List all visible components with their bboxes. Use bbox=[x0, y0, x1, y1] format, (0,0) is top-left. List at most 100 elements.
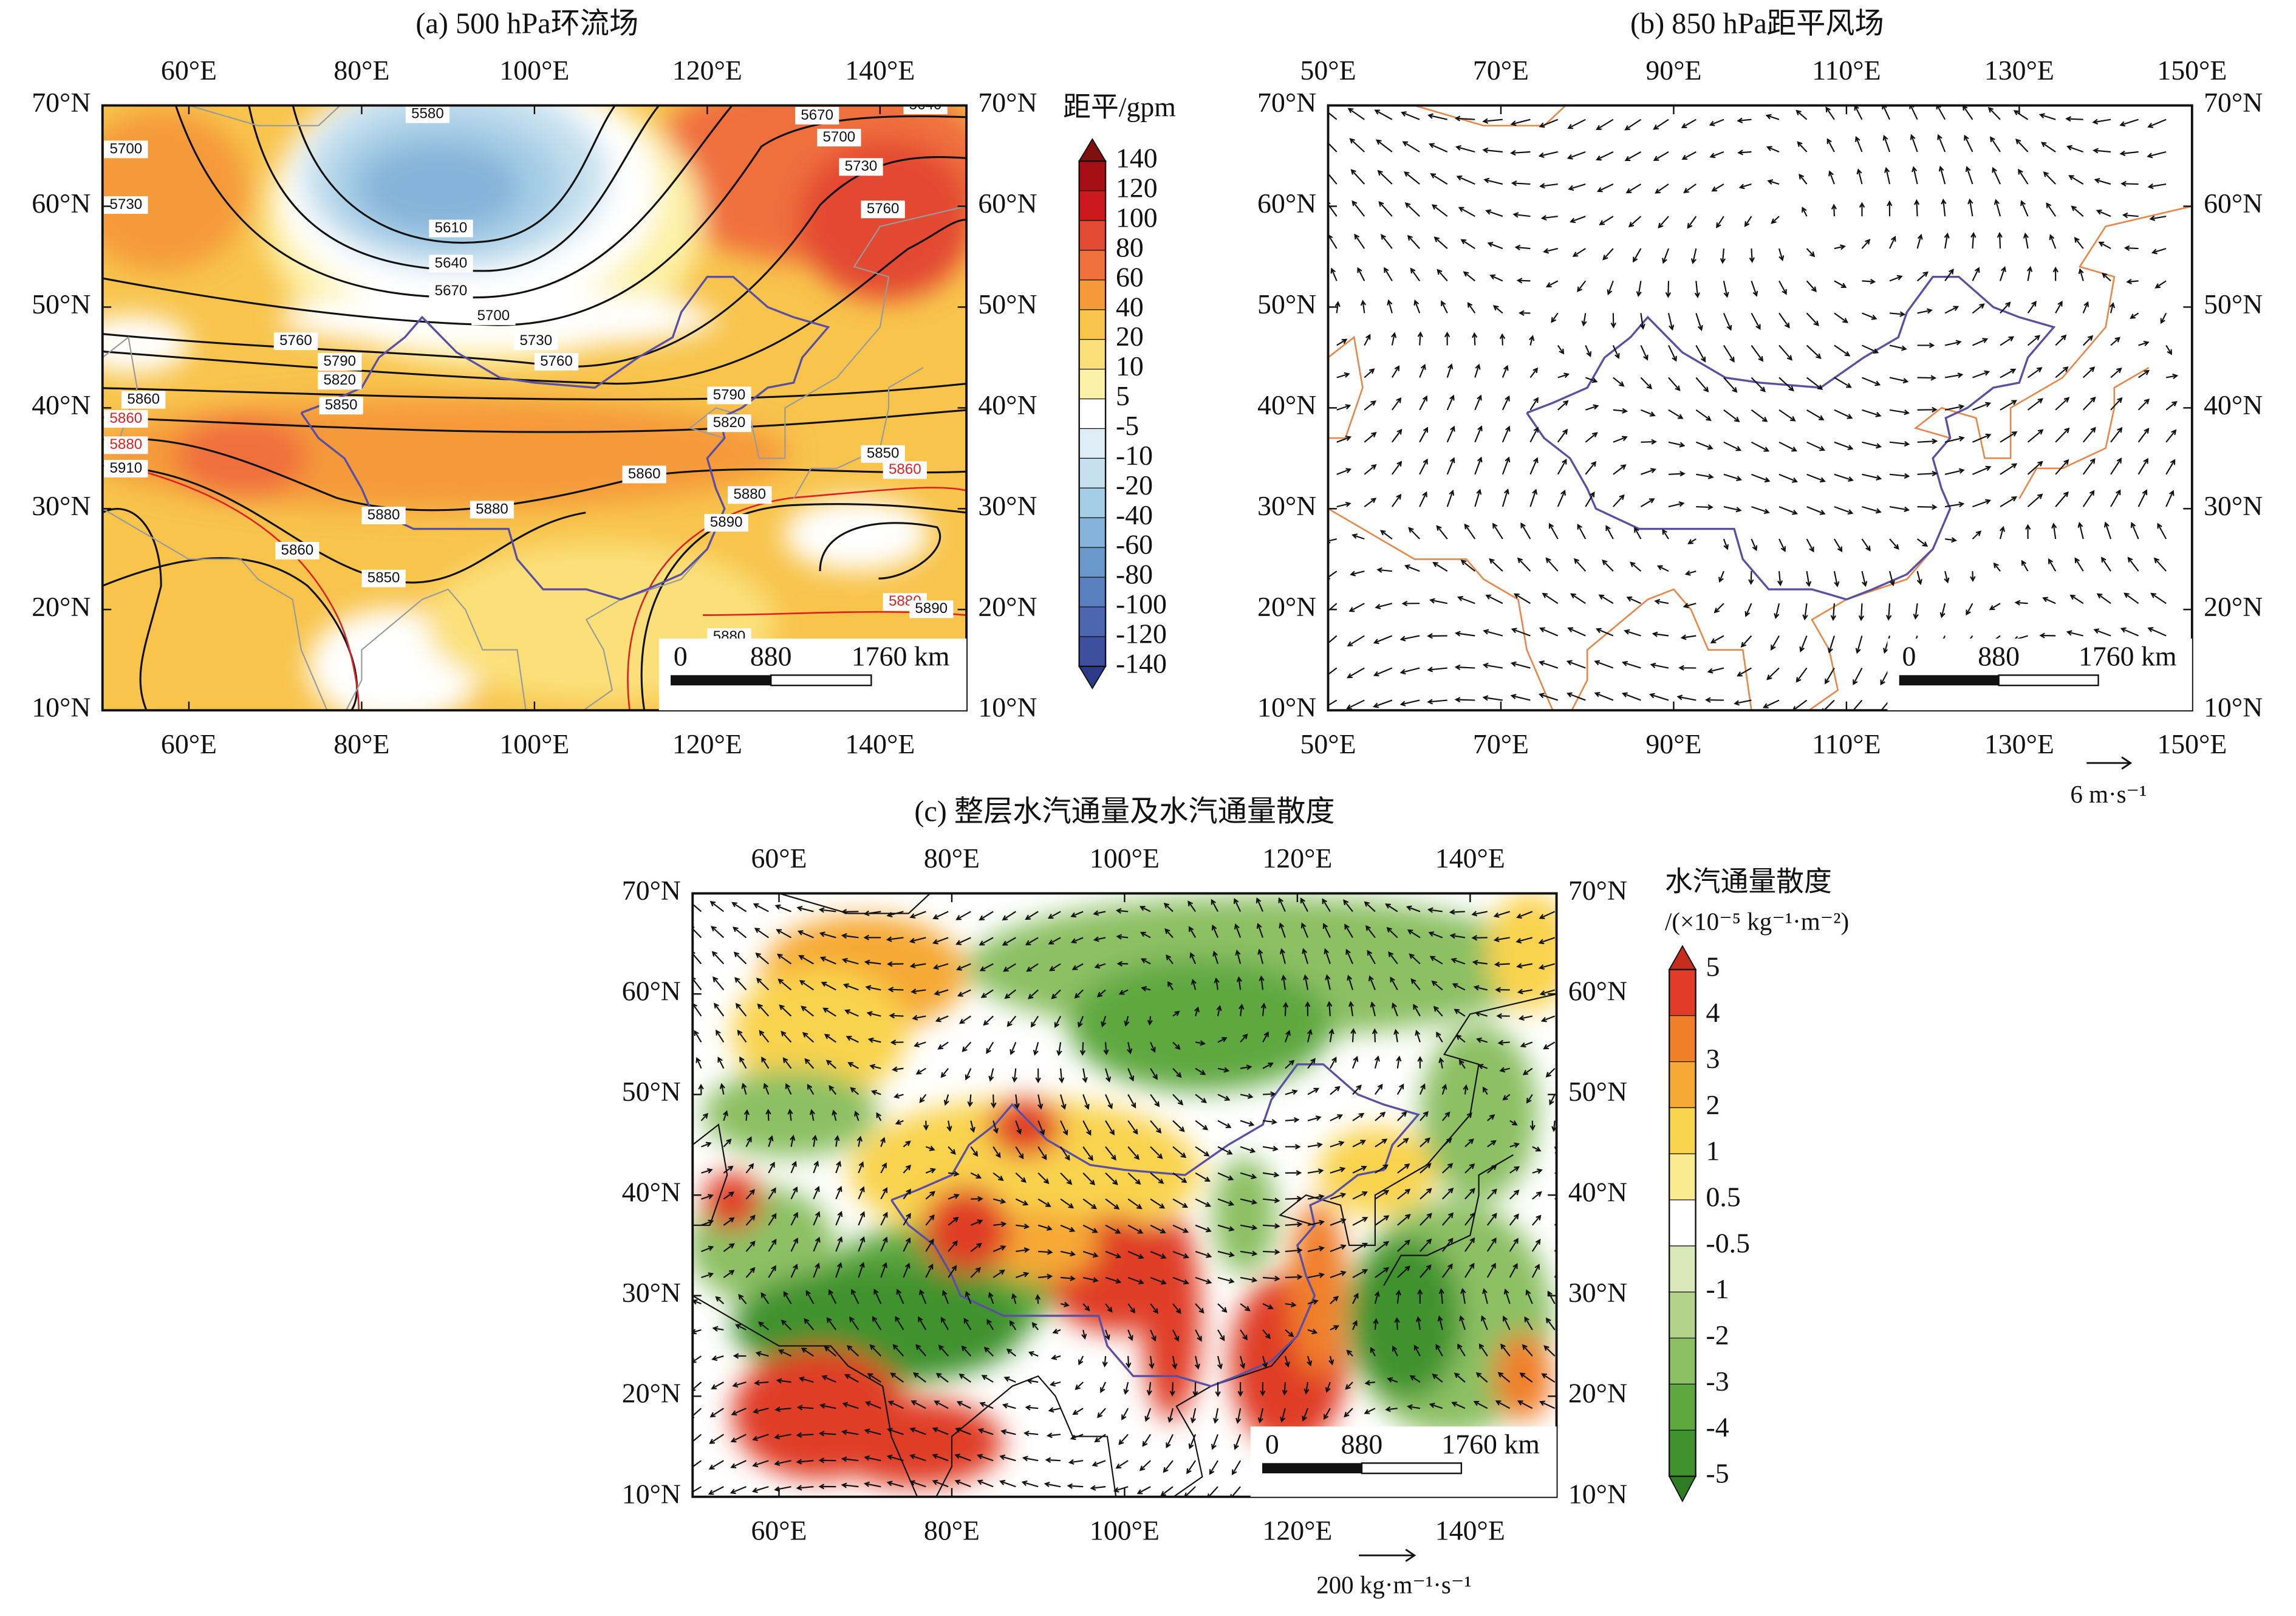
wind-vector bbox=[2092, 118, 2111, 125]
wind-vector bbox=[1262, 1118, 1277, 1125]
wind-vector bbox=[1972, 303, 1985, 314]
wind-vector bbox=[692, 901, 702, 912]
wind-vector bbox=[1888, 570, 1895, 587]
wind-vector bbox=[1709, 151, 1724, 159]
wind-vector bbox=[979, 911, 994, 921]
wind-vector bbox=[1574, 558, 1587, 572]
wind-vector bbox=[1771, 635, 1780, 651]
wind-vector bbox=[1281, 974, 1287, 990]
wind-vector bbox=[712, 976, 725, 991]
contour-label: 5700 bbox=[477, 307, 510, 324]
wind-vector bbox=[1827, 635, 1835, 654]
wind-vector bbox=[886, 911, 904, 918]
wind-vector bbox=[701, 1194, 714, 1200]
wind-vector bbox=[1532, 1168, 1543, 1174]
lon-tick-label: 150°E bbox=[2157, 728, 2227, 759]
wind-vector bbox=[1449, 909, 1465, 915]
wind-vector bbox=[1035, 1068, 1041, 1084]
wind-vector bbox=[2027, 398, 2044, 411]
reference-vector-label: 200 kg·m⁻¹·s⁻¹ bbox=[1316, 1571, 1472, 1599]
reference-vector bbox=[2086, 756, 2133, 770]
lon-tick-label: 130°E bbox=[1984, 55, 2054, 86]
wind-vector bbox=[2110, 302, 2116, 313]
wind-vector bbox=[1188, 926, 1197, 938]
panel-title: (b) 850 hPa距平风场 bbox=[1630, 7, 1884, 39]
wind-vector bbox=[1471, 332, 1478, 346]
wind-vector bbox=[2055, 459, 2069, 475]
wind-vector bbox=[1831, 204, 1837, 217]
wind-vector bbox=[1778, 312, 1790, 329]
wind-vector bbox=[1624, 151, 1641, 162]
wind-vector bbox=[1262, 1146, 1279, 1152]
wind-vector bbox=[1038, 1273, 1053, 1279]
wind-vector bbox=[716, 1029, 725, 1043]
wind-vector bbox=[932, 1427, 949, 1436]
wind-vector bbox=[818, 1484, 836, 1490]
wind-vector bbox=[1428, 931, 1443, 939]
wind-vector bbox=[1487, 1188, 1497, 1200]
wind-vector bbox=[1989, 603, 2001, 611]
wind-vector bbox=[1307, 1029, 1313, 1043]
wind-vector bbox=[759, 1030, 770, 1043]
wind-vector bbox=[818, 1457, 836, 1464]
wind-vector bbox=[1336, 338, 1348, 346]
wind-vector bbox=[1397, 1213, 1411, 1226]
wind-vector bbox=[1668, 471, 1686, 477]
wind-vector bbox=[867, 1037, 881, 1043]
wind-vector bbox=[955, 911, 971, 920]
wind-vector bbox=[1038, 1249, 1053, 1255]
wind-vector bbox=[1481, 1315, 1488, 1330]
wind-vector bbox=[892, 1066, 904, 1072]
scale-bar-label: 0 bbox=[1902, 640, 1916, 671]
wind-vector bbox=[813, 1236, 821, 1252]
wind-vector bbox=[858, 1186, 865, 1200]
lat-tick-label: 30°N bbox=[978, 490, 1037, 521]
wind-vector bbox=[1474, 425, 1483, 443]
wind-vector bbox=[757, 1003, 770, 1017]
wind-vector bbox=[912, 1015, 926, 1021]
wind-vector bbox=[1710, 635, 1724, 643]
wind-vector bbox=[1483, 629, 1503, 637]
wind-vector bbox=[844, 1009, 859, 1017]
wind-vector bbox=[841, 909, 859, 915]
wind-vector bbox=[1513, 593, 1531, 604]
lat-tick-label: 40°N bbox=[1568, 1177, 1627, 1208]
lat-tick-label: 10°N bbox=[978, 692, 1037, 723]
wind-vector bbox=[1307, 1058, 1316, 1069]
lat-tick-label: 70°N bbox=[622, 875, 681, 906]
wind-vector bbox=[1172, 1067, 1182, 1078]
wind-vector bbox=[1240, 1329, 1248, 1341]
wind-vector bbox=[1449, 933, 1466, 939]
contour-label: 5700 bbox=[110, 140, 143, 157]
wind-vector bbox=[1450, 957, 1466, 965]
wind-vector bbox=[835, 1262, 842, 1278]
wind-vector bbox=[1139, 931, 1151, 939]
wind-vector bbox=[818, 907, 836, 913]
wind-vector bbox=[1127, 1224, 1144, 1234]
wind-vector bbox=[1025, 1405, 1039, 1411]
wind-vector bbox=[1570, 216, 1586, 224]
wind-vector bbox=[1916, 538, 1929, 547]
wind-vector bbox=[870, 1089, 881, 1095]
wind-vector bbox=[1285, 1089, 1298, 1095]
wind-vector bbox=[1048, 1407, 1061, 1413]
wind-vector bbox=[1806, 280, 1817, 292]
wind-vector bbox=[1917, 406, 1938, 413]
wind-vector bbox=[1392, 1345, 1398, 1357]
colorbar-label: -5 bbox=[1706, 1458, 1729, 1489]
wind-vector bbox=[1060, 1301, 1070, 1307]
wind-vector bbox=[1078, 1355, 1084, 1366]
wind-vector bbox=[2066, 630, 2083, 637]
wind-vector bbox=[2122, 212, 2139, 219]
wind-vector bbox=[2000, 431, 2018, 443]
wind-vector bbox=[1944, 306, 1959, 314]
wind-vector bbox=[1570, 593, 1586, 604]
contour-label-bg bbox=[707, 386, 751, 405]
wind-vector bbox=[999, 1479, 1016, 1488]
wind-vector bbox=[1215, 1381, 1221, 1397]
wind-vector bbox=[760, 1292, 770, 1304]
wind-vector bbox=[943, 1094, 949, 1106]
wind-vector bbox=[1240, 1120, 1255, 1127]
wind-vector bbox=[768, 1135, 774, 1147]
wind-vector bbox=[919, 1094, 927, 1103]
